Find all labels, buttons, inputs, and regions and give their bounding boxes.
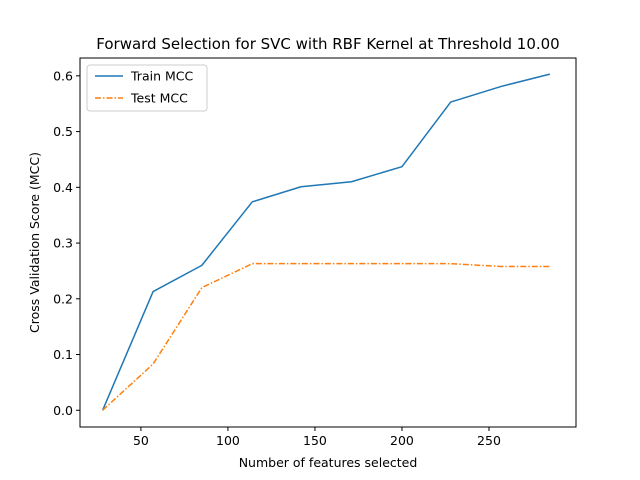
- y-tick-label: 0.2: [53, 291, 73, 306]
- y-tick-label: 0.0: [53, 403, 73, 418]
- y-axis-ticks: 0.0 0.1 0.2 0.3 0.4 0.5 0.6: [53, 68, 80, 418]
- chart-title: Forward Selection for SVC with RBF Kerne…: [96, 35, 559, 53]
- x-axis-ticks: 50 100 150 200 250: [133, 427, 501, 448]
- y-tick-label: 0.5: [53, 124, 73, 139]
- series-layer: [101, 73, 551, 411]
- y-tick-label: 0.6: [53, 68, 73, 83]
- x-tick-label: 250: [477, 433, 501, 448]
- y-tick-label: 0.1: [53, 347, 73, 362]
- legend: Train MCC Test MCC: [86, 64, 208, 112]
- legend-label-train: Train MCC: [130, 69, 193, 84]
- series-line-train: [101, 73, 551, 411]
- legend-label-test: Test MCC: [130, 91, 188, 106]
- y-tick-label: 0.4: [53, 180, 73, 195]
- y-tick-label: 0.3: [53, 236, 73, 251]
- x-axis-label: Number of features selected: [239, 455, 418, 470]
- series-line-test: [102, 262, 550, 411]
- x-tick-label: 200: [390, 433, 414, 448]
- x-tick-label: 100: [216, 433, 240, 448]
- x-tick-label: 150: [303, 433, 327, 448]
- plot-frame: [79, 57, 577, 428]
- y-axis-label: Cross Validation Score (MCC): [27, 152, 42, 333]
- x-tick-label: 50: [133, 433, 149, 448]
